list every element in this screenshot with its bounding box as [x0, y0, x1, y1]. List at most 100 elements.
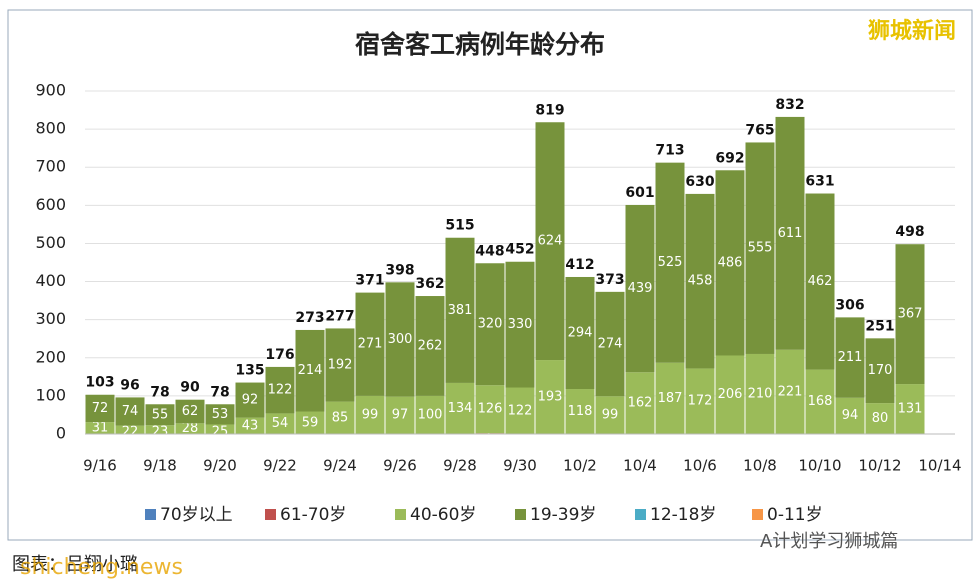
x-tick-label: 9/30: [503, 457, 537, 475]
legend-swatch: [145, 509, 156, 520]
y-tick-label: 800: [35, 119, 66, 138]
x-tick-label: 10/10: [798, 457, 841, 475]
data-label: 170: [868, 363, 893, 378]
x-tick-label: 9/26: [383, 457, 417, 475]
data-label: 367: [898, 307, 923, 322]
y-tick-label: 900: [35, 81, 66, 100]
y-tick-label: 100: [35, 385, 66, 404]
total-label: 103: [85, 375, 114, 391]
data-label: 214: [298, 363, 323, 378]
x-tick-label: 9/16: [83, 457, 117, 475]
y-tick-label: 700: [35, 157, 66, 176]
total-label: 251: [865, 318, 894, 334]
data-label: 206: [718, 387, 743, 402]
site: shicheng.news: [20, 555, 183, 580]
data-label: 193: [538, 389, 563, 404]
data-label: 271: [358, 337, 383, 352]
legend-swatch: [752, 509, 763, 520]
data-label: 211: [838, 350, 863, 365]
data-label: 525: [658, 255, 683, 270]
data-label: 611: [778, 226, 803, 241]
data-label: 381: [448, 303, 473, 318]
data-label: 172: [688, 394, 713, 409]
total-label: 713: [655, 143, 684, 159]
data-label: 320: [478, 317, 503, 332]
data-label: 187: [658, 391, 683, 406]
legend-label: 12-18岁: [650, 505, 716, 525]
y-tick-label: 400: [35, 271, 66, 290]
legend-label: 40-60岁: [410, 505, 476, 525]
data-label: 624: [538, 234, 563, 249]
data-label: 486: [718, 255, 743, 270]
data-label: 221: [778, 384, 803, 399]
data-label: 330: [508, 317, 533, 332]
total-label: 448: [475, 243, 504, 259]
y-tick-label: 500: [35, 233, 66, 252]
data-label: 162: [628, 396, 653, 411]
x-tick-label: 10/14: [918, 457, 961, 475]
total-label: 96: [120, 377, 139, 393]
data-label: 23: [152, 425, 169, 440]
total-label: 601: [625, 185, 654, 201]
x-tick-label: 9/18: [143, 457, 177, 475]
total-label: 371: [355, 273, 384, 289]
data-label: 294: [568, 326, 593, 341]
data-label: 168: [808, 394, 833, 409]
data-label: 462: [808, 274, 833, 289]
x-tick-label: 10/8: [743, 457, 777, 475]
data-label: 74: [122, 404, 139, 419]
x-tick-label: 9/20: [203, 457, 237, 475]
x-tick-label: 10/6: [683, 457, 717, 475]
total-label: 630: [685, 174, 714, 190]
data-label: 31: [92, 421, 109, 436]
data-label: 59: [302, 415, 319, 430]
data-label: 131: [898, 402, 923, 417]
total-label: 819: [535, 102, 564, 118]
data-label: 210: [748, 386, 773, 401]
y-tick-label: 200: [35, 347, 66, 366]
total-label: 765: [745, 122, 774, 138]
total-label: 832: [775, 97, 804, 113]
y-tick-label: 600: [35, 195, 66, 214]
data-label: 94: [842, 408, 859, 423]
data-label: 300: [388, 332, 413, 347]
account: A计划学习狮城篇: [760, 531, 898, 552]
data-label: 92: [242, 393, 259, 408]
data-label: 555: [748, 241, 773, 256]
total-label: 135: [235, 363, 264, 379]
x-tick-label: 9/28: [443, 457, 477, 475]
data-label: 458: [688, 274, 713, 289]
chart-title: 宿舍客工病例年龄分布: [355, 30, 605, 59]
legend-label: 70岁以上: [160, 505, 233, 525]
total-label: 362: [415, 276, 444, 292]
x-tick-label: 10/2: [563, 457, 597, 475]
total-label: 515: [445, 218, 474, 234]
total-label: 452: [505, 242, 534, 258]
total-label: 277: [325, 308, 354, 324]
x-tick-label: 10/4: [623, 457, 657, 475]
data-label: 274: [598, 337, 623, 352]
y-tick-label: 0: [56, 424, 66, 443]
x-tick-label: 9/24: [323, 457, 357, 475]
data-label: 122: [268, 383, 293, 398]
data-label: 99: [602, 408, 619, 423]
total-label: 78: [210, 384, 229, 400]
x-tick-label: 10/12: [858, 457, 901, 475]
total-label: 176: [265, 347, 294, 363]
data-label: 62: [182, 404, 199, 419]
total-label: 692: [715, 150, 744, 166]
data-label: 118: [568, 404, 593, 419]
data-label: 43: [242, 418, 259, 433]
total-label: 373: [595, 272, 624, 288]
legend-label: 0-11岁: [767, 505, 823, 525]
total-label: 273: [295, 310, 324, 326]
data-label: 122: [508, 403, 533, 418]
data-label: 55: [152, 407, 169, 422]
total-label: 90: [180, 380, 200, 396]
total-label: 498: [895, 224, 924, 240]
total-label: 78: [150, 384, 169, 400]
legend-swatch: [265, 509, 276, 520]
data-label: 439: [628, 281, 653, 296]
total-label: 412: [565, 257, 594, 273]
